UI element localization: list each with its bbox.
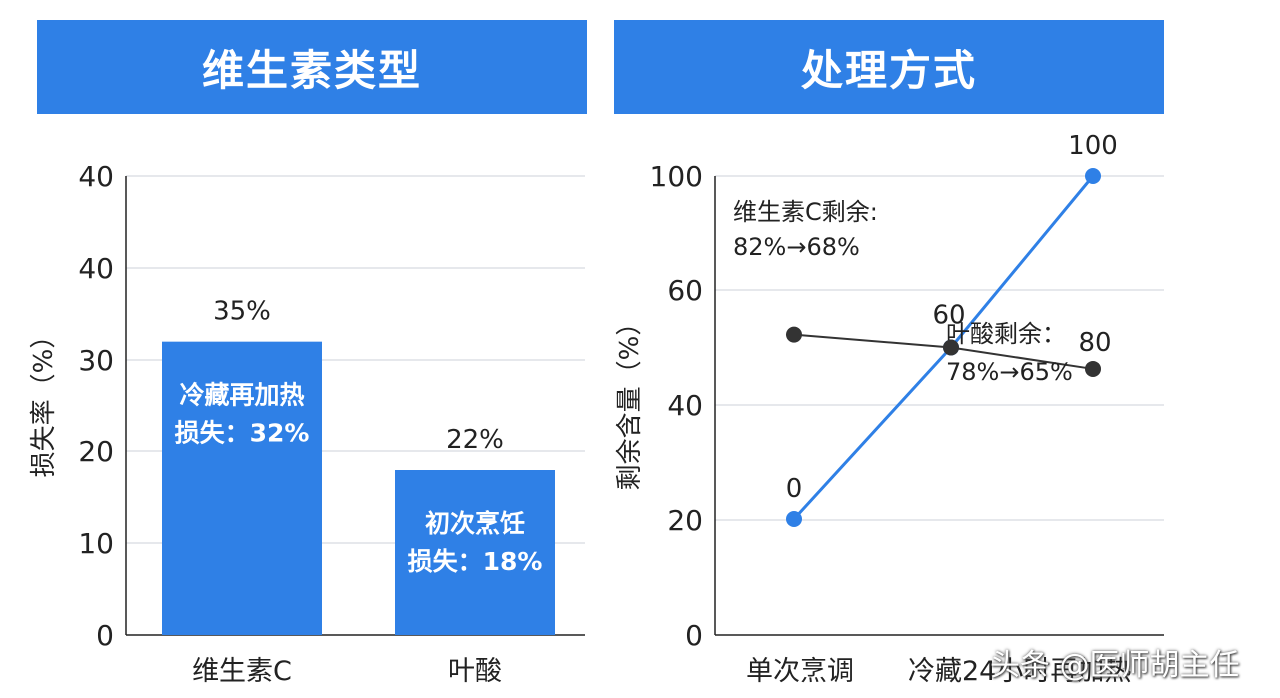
y-tick-label: 30: [78, 344, 114, 377]
data-point: [1085, 360, 1101, 377]
y-tick-label: 20: [78, 435, 114, 468]
y-axis-label: 损失率（%）: [29, 323, 59, 478]
y-tick-label: 40: [667, 389, 703, 422]
data-label: 60: [932, 301, 965, 331]
line-annotation: 78%→65%: [946, 358, 1073, 386]
y-tick-label: 40: [78, 252, 114, 285]
data-point: [943, 339, 959, 356]
line-annotation: 维生素C剩余:: [733, 198, 878, 226]
bar-annotation: 冷藏再加热: [179, 381, 304, 410]
y-tick-label: 0: [96, 619, 114, 652]
bar-annotation: 损失：18%: [408, 547, 543, 576]
y-tick-label: 60: [667, 274, 703, 307]
bar: [395, 470, 555, 635]
left-panel-title: 维生素类型: [37, 20, 587, 114]
line-annotation: 叶酸剩余：: [946, 320, 1066, 348]
x-tick-label: 叶酸: [448, 656, 502, 687]
x-tick-label: 单次烹调: [746, 656, 854, 687]
y-tick-label: 10: [78, 527, 114, 560]
bar-value-label: 35%: [213, 297, 271, 327]
data-label: 0: [786, 474, 803, 504]
data-point: [786, 511, 802, 527]
data-point: [1085, 168, 1101, 184]
y-tick-label: 100: [650, 160, 703, 193]
data-label: 100: [1068, 131, 1118, 161]
data-point: [786, 326, 802, 343]
bar: [162, 341, 322, 635]
y-tick-label: 0: [685, 619, 703, 652]
bar-value-label: 22%: [446, 425, 504, 455]
data-label: 80: [1078, 328, 1111, 358]
x-tick-label: 冷藏24小时再加热: [908, 656, 1131, 687]
line-annotation: 82%→68%: [733, 233, 860, 261]
y-tick-label: 20: [667, 504, 703, 537]
y-axis-label: 剩余含量（%）: [615, 310, 645, 491]
bar-annotation: 初次烹饪: [425, 509, 525, 538]
right-panel-title: 处理方式: [614, 20, 1164, 114]
bar-annotation: 损失：32%: [175, 419, 310, 448]
x-tick-label: 维生素C: [192, 656, 292, 687]
y-tick-label: 40: [78, 160, 114, 193]
watermark: 头条 @医师胡主任: [990, 648, 1240, 683]
